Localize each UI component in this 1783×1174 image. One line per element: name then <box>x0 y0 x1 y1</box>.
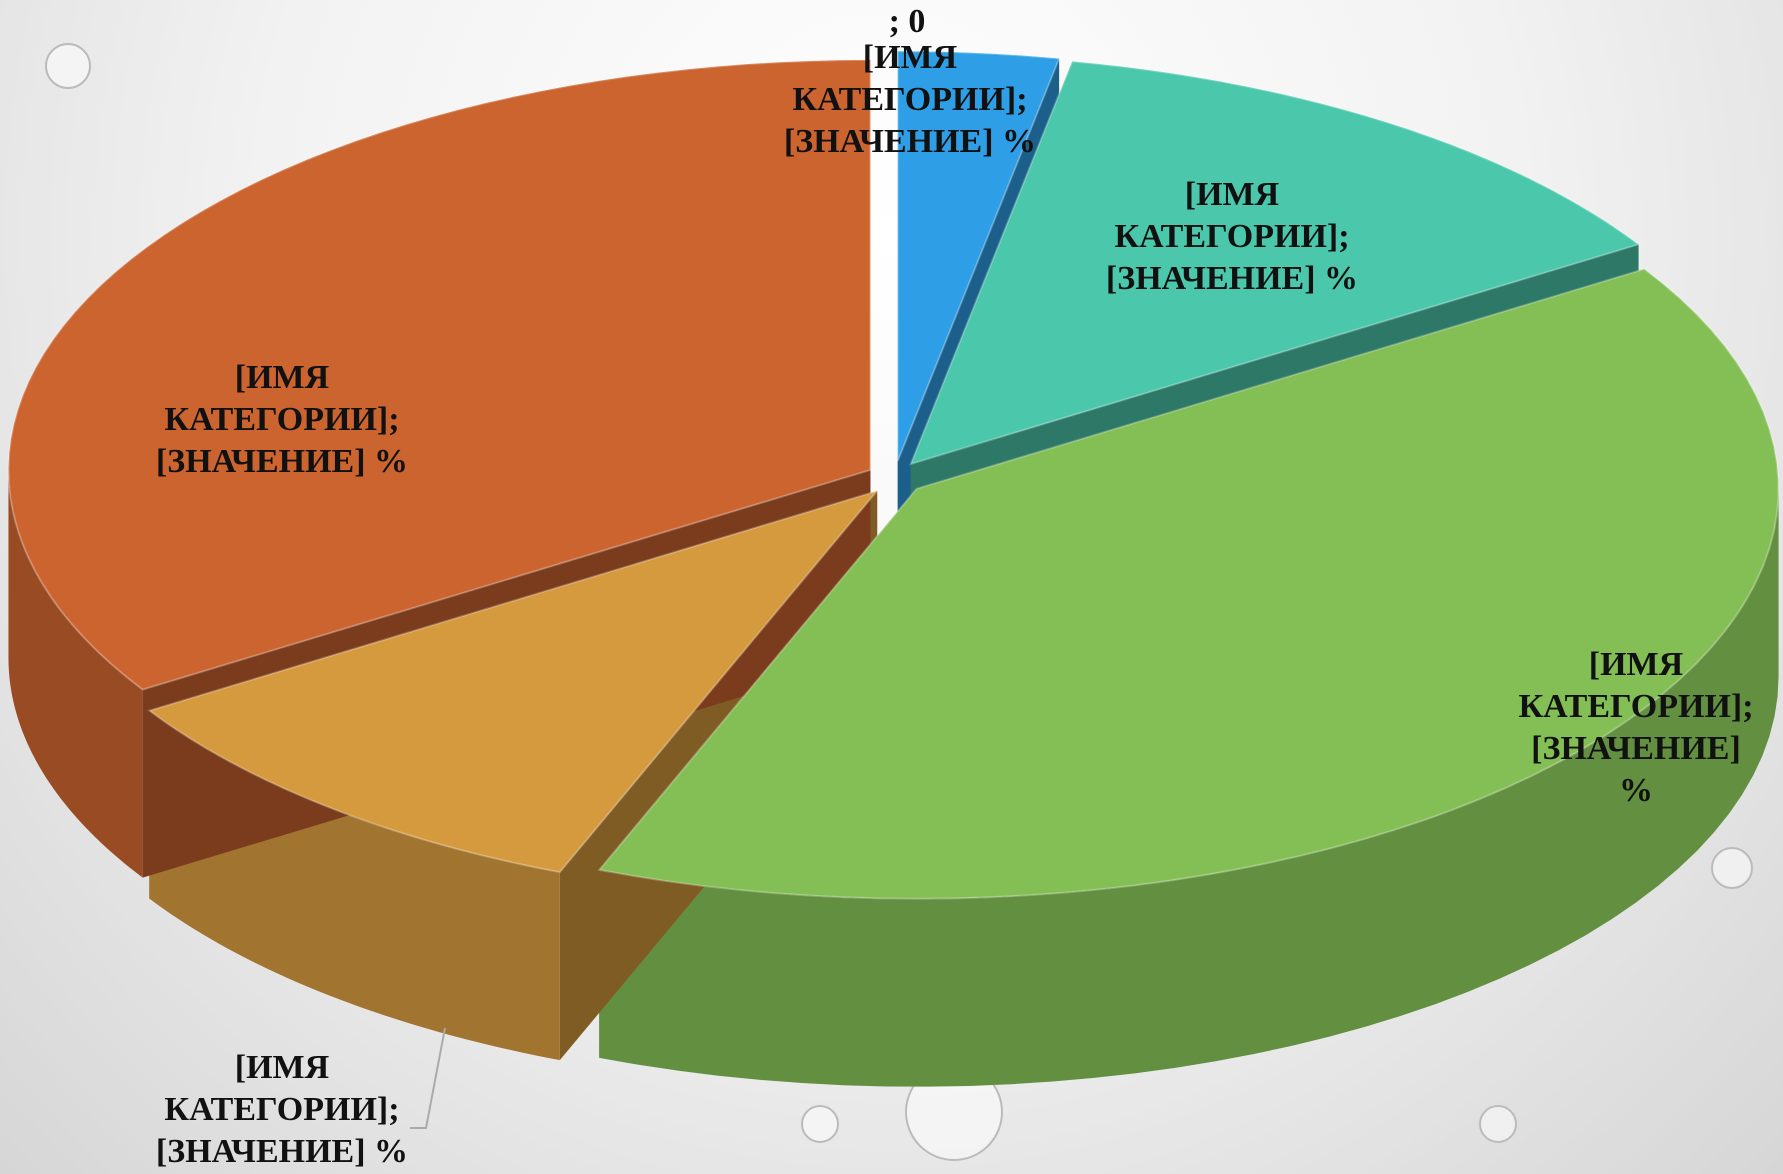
bubble <box>45 43 91 89</box>
slice-wall <box>599 488 1779 1087</box>
data-label: [ИМЯ КАТЕГОРИИ]; [ЗНАЧЕНИЕ] % <box>783 39 1037 160</box>
pie-slice <box>909 60 1641 466</box>
pie-slice <box>7 58 872 691</box>
data-label: [ИМЯ КАТЕГОРИИ]; [ЗНАЧЕНИЕ] % <box>155 1049 409 1170</box>
data-label: [ИМЯ КАТЕГОРИИ]; [ЗНАЧЕНИЕ] % <box>155 359 409 480</box>
slice-wall <box>8 469 143 878</box>
bubble <box>1711 847 1753 889</box>
bubble <box>1479 1105 1517 1143</box>
pie-slice <box>896 50 1061 462</box>
data-label: ; 0 <box>888 3 926 40</box>
pie-slice <box>147 489 881 874</box>
leader-line <box>410 1027 446 1129</box>
data-label: [ИМЯ КАТЕГОРИИ]; [ЗНАЧЕНИЕ] % <box>1105 176 1359 297</box>
data-label: [ИМЯ КАТЕГОРИИ]; [ЗНАЧЕНИЕ] % <box>1518 646 1754 809</box>
pie-slice <box>597 267 1780 900</box>
bubbles <box>45 43 1753 1161</box>
bubble <box>801 1105 839 1143</box>
